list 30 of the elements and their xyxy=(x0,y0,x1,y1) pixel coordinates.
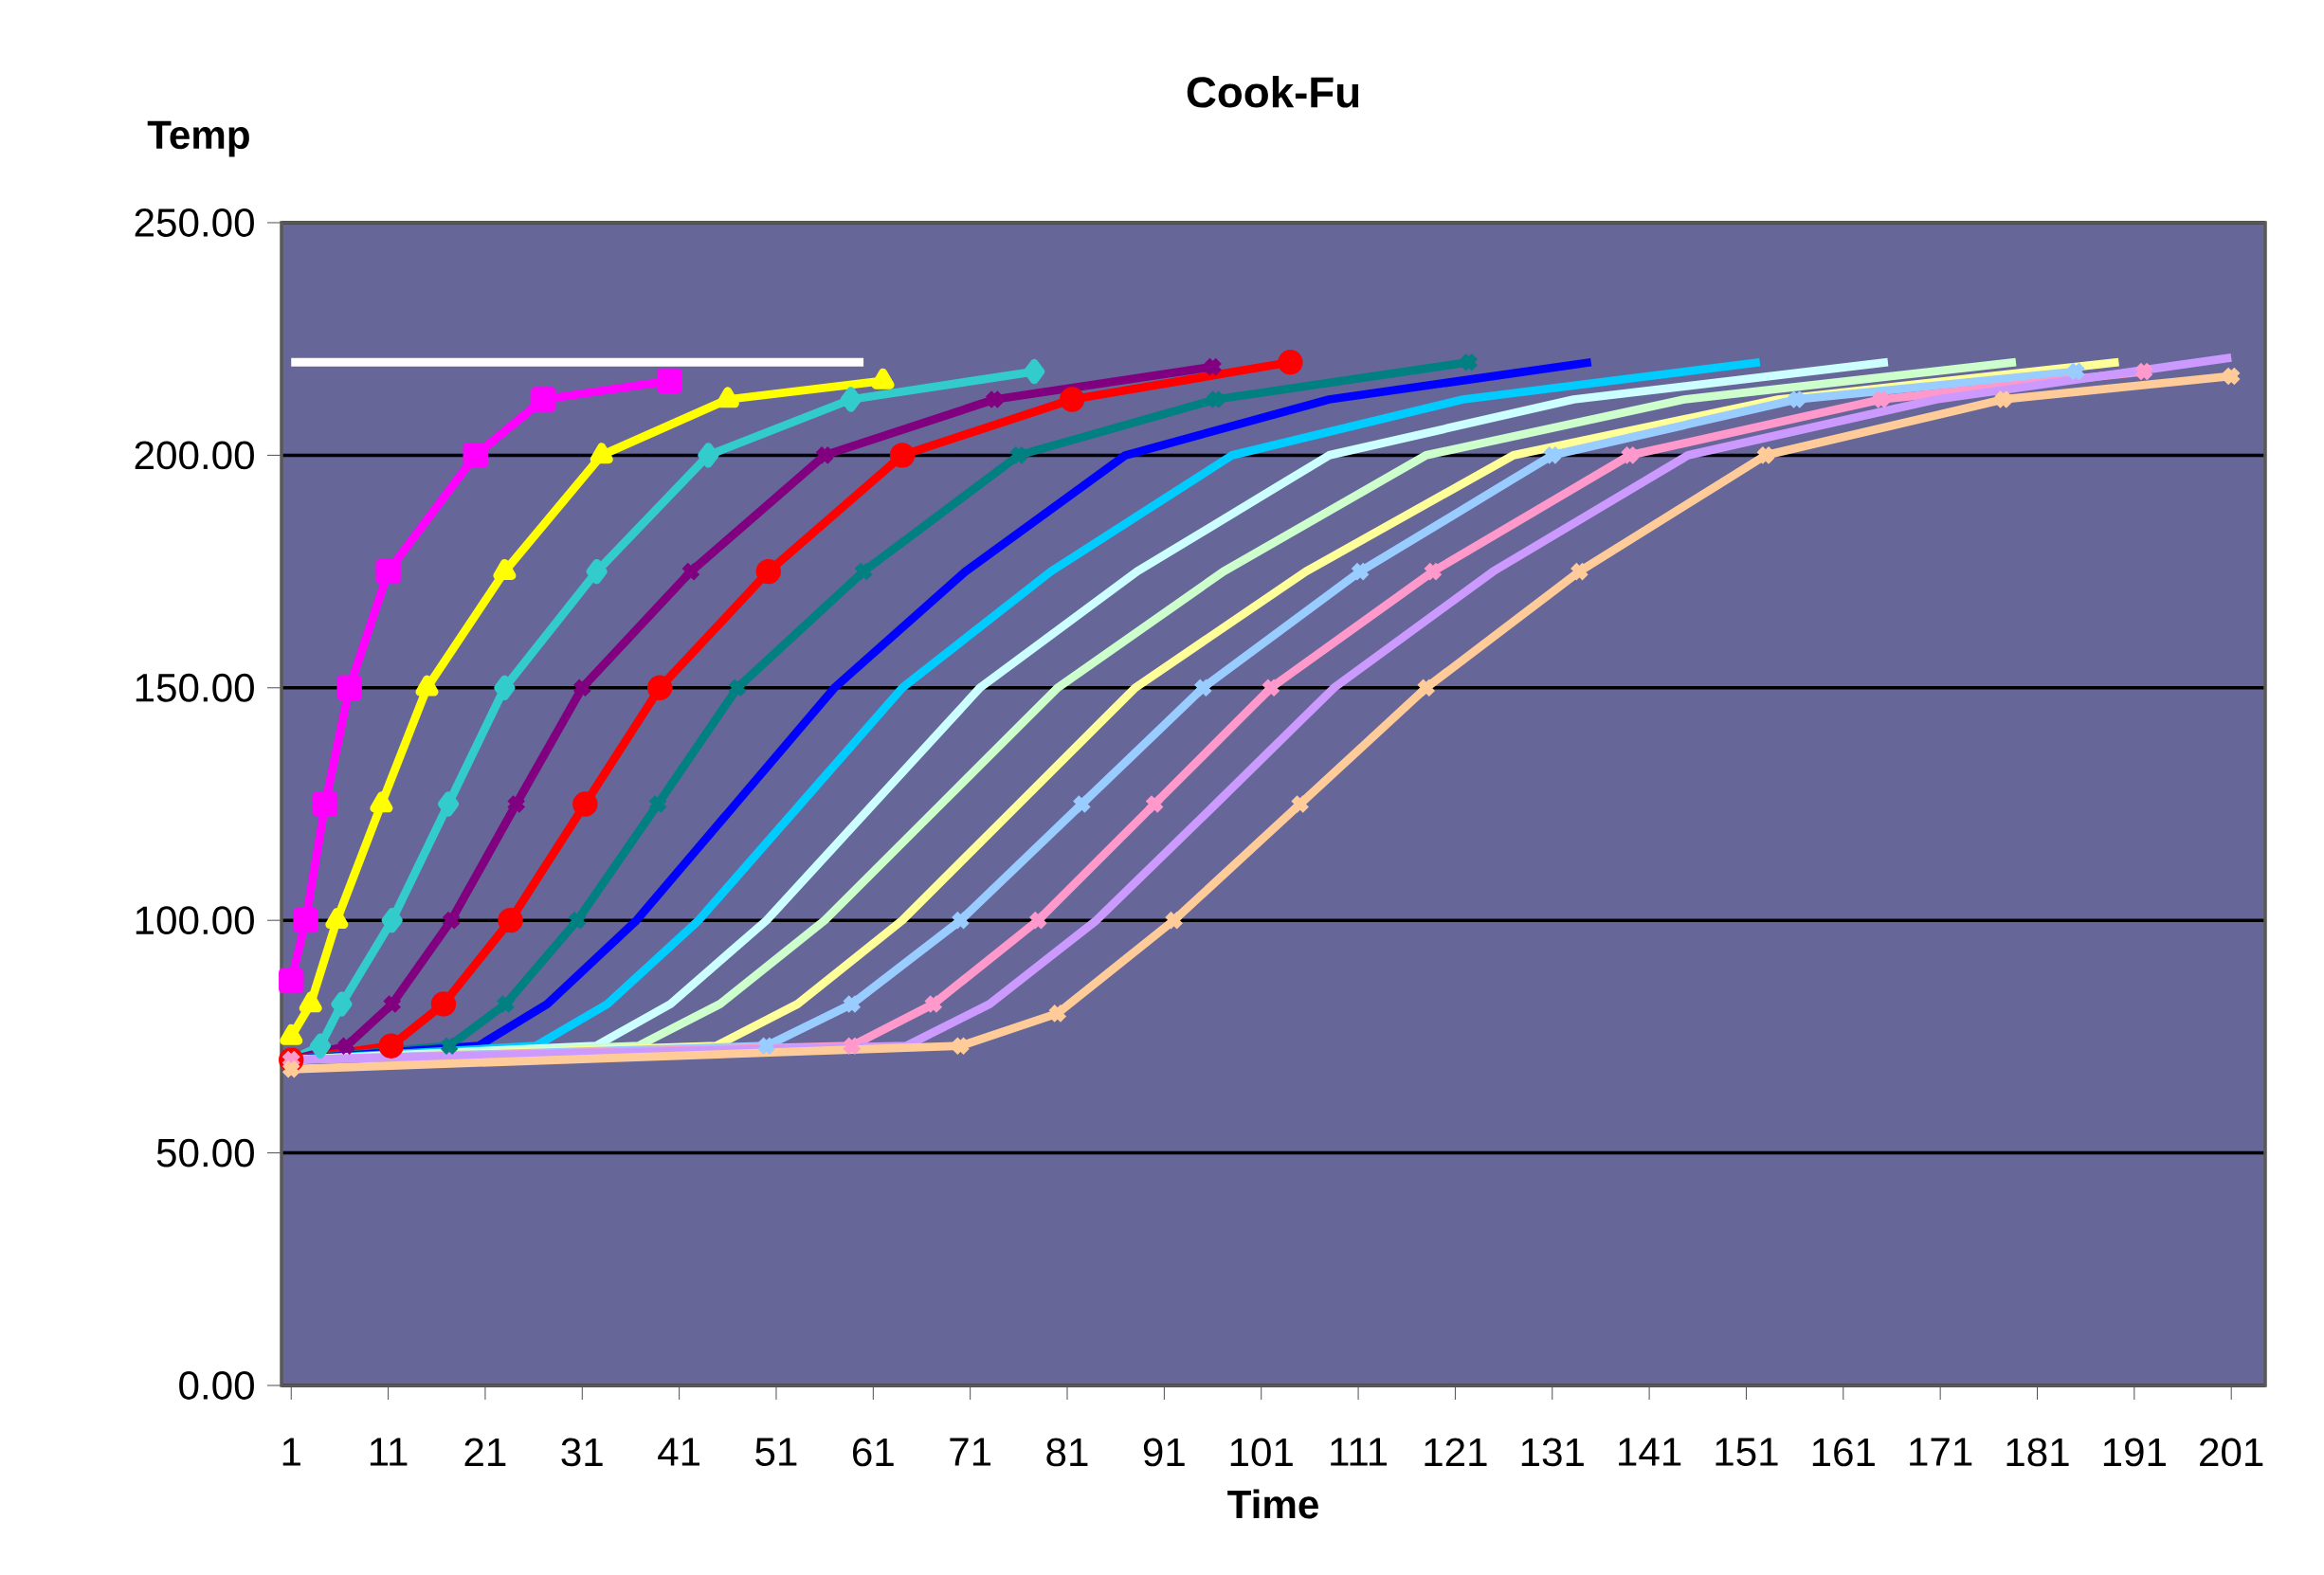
x-tick-label: 191 xyxy=(2103,1438,2166,1467)
x-tick-label: 81 xyxy=(1046,1438,1088,1467)
y-tick-label: 100.00 xyxy=(136,906,254,935)
y-tick-label: 50.00 xyxy=(156,1138,254,1168)
x-tick-label: 181 xyxy=(2006,1438,2069,1467)
x-tick-label: 161 xyxy=(1812,1438,1875,1467)
chart-title: Cook-Fu xyxy=(1187,76,1359,108)
x-tick-label: 61 xyxy=(853,1438,894,1467)
x-tick-label: 1 xyxy=(282,1438,300,1466)
x-tick-label: 131 xyxy=(1521,1438,1584,1467)
x-tick-label: 91 xyxy=(1143,1438,1185,1467)
x-axis-title: Time xyxy=(1227,1489,1318,1519)
x-tick-label: 151 xyxy=(1716,1438,1778,1466)
x-tick-label: 141 xyxy=(1619,1438,1681,1466)
x-tick-label: 121 xyxy=(1425,1438,1487,1466)
x-tick-label: 51 xyxy=(755,1438,797,1466)
x-tick-label: 21 xyxy=(464,1438,506,1466)
x-tick-label: 171 xyxy=(1910,1438,1972,1466)
x-tick-label: 71 xyxy=(950,1438,991,1466)
y-tick-label: 250.00 xyxy=(135,208,254,237)
y-tick-label: 150.00 xyxy=(136,673,254,702)
x-tick-label: 11 xyxy=(370,1438,408,1466)
x-tick-label: 41 xyxy=(658,1438,700,1466)
y-tick-label: 0.00 xyxy=(179,1371,254,1400)
y-axis-title: Temp xyxy=(147,120,249,157)
x-tick-label: 201 xyxy=(2200,1438,2263,1467)
x-tick-label: 101 xyxy=(1230,1438,1293,1467)
y-tick-label: 200.00 xyxy=(135,441,254,470)
x-tick-label: 111 xyxy=(1331,1438,1388,1466)
x-tick-label: 31 xyxy=(561,1438,603,1467)
